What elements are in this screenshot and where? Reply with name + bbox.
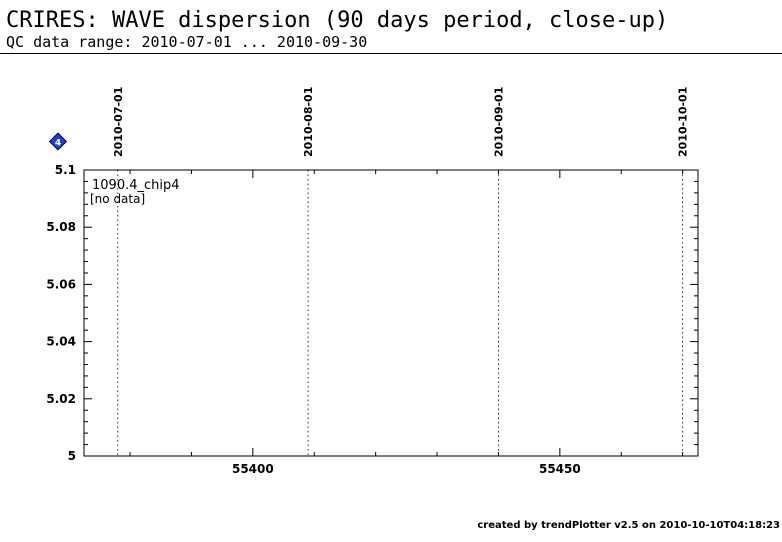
chip-badge-number: 4 [55, 139, 61, 149]
y-tick-label: 5.08 [46, 220, 76, 234]
date-marker-label: 2010-07-01 [112, 87, 125, 157]
y-tick-label: 5.1 [55, 163, 76, 177]
axis-ticks [84, 169, 698, 457]
footer-credit: created by trendPlotter v2.5 on 2010-10-… [477, 520, 780, 531]
page-title: CRIRES: WAVE dispersion (90 days period,… [6, 8, 669, 33]
y-tick-label: 5.02 [46, 392, 76, 406]
y-tick-label: 5 [68, 449, 76, 463]
header-divider [0, 53, 782, 54]
y-tick-labels: 5 5.02 5.04 5.06 5.08 5.1 [46, 163, 76, 463]
x-tick-labels: 55400 55450 [232, 462, 581, 476]
y-tick-label: 5.04 [46, 335, 76, 349]
date-marker-label: 2010-10-01 [677, 87, 690, 157]
chip-badge: 4 [48, 132, 68, 151]
no-data-annotation: [no data] [90, 192, 145, 206]
y-tick-label: 5.06 [46, 277, 76, 291]
date-marker-labels: 2010-07-01 2010-08-01 2010-09-01 2010-10-01 [112, 87, 690, 157]
x-tick-label: 55450 [539, 462, 581, 476]
series-label: 1090.4_chip4 [92, 178, 180, 193]
chip-badge-diamond [48, 132, 68, 151]
date-marker-label: 2010-09-01 [492, 87, 505, 157]
x-tick-label: 55400 [232, 462, 274, 476]
page-subtitle: QC data range: 2010-07-01 ... 2010-09-30 [6, 33, 368, 51]
date-marker-label: 2010-08-01 [302, 87, 315, 157]
date-marker-lines [117, 170, 684, 456]
plot-frame [83, 169, 699, 457]
